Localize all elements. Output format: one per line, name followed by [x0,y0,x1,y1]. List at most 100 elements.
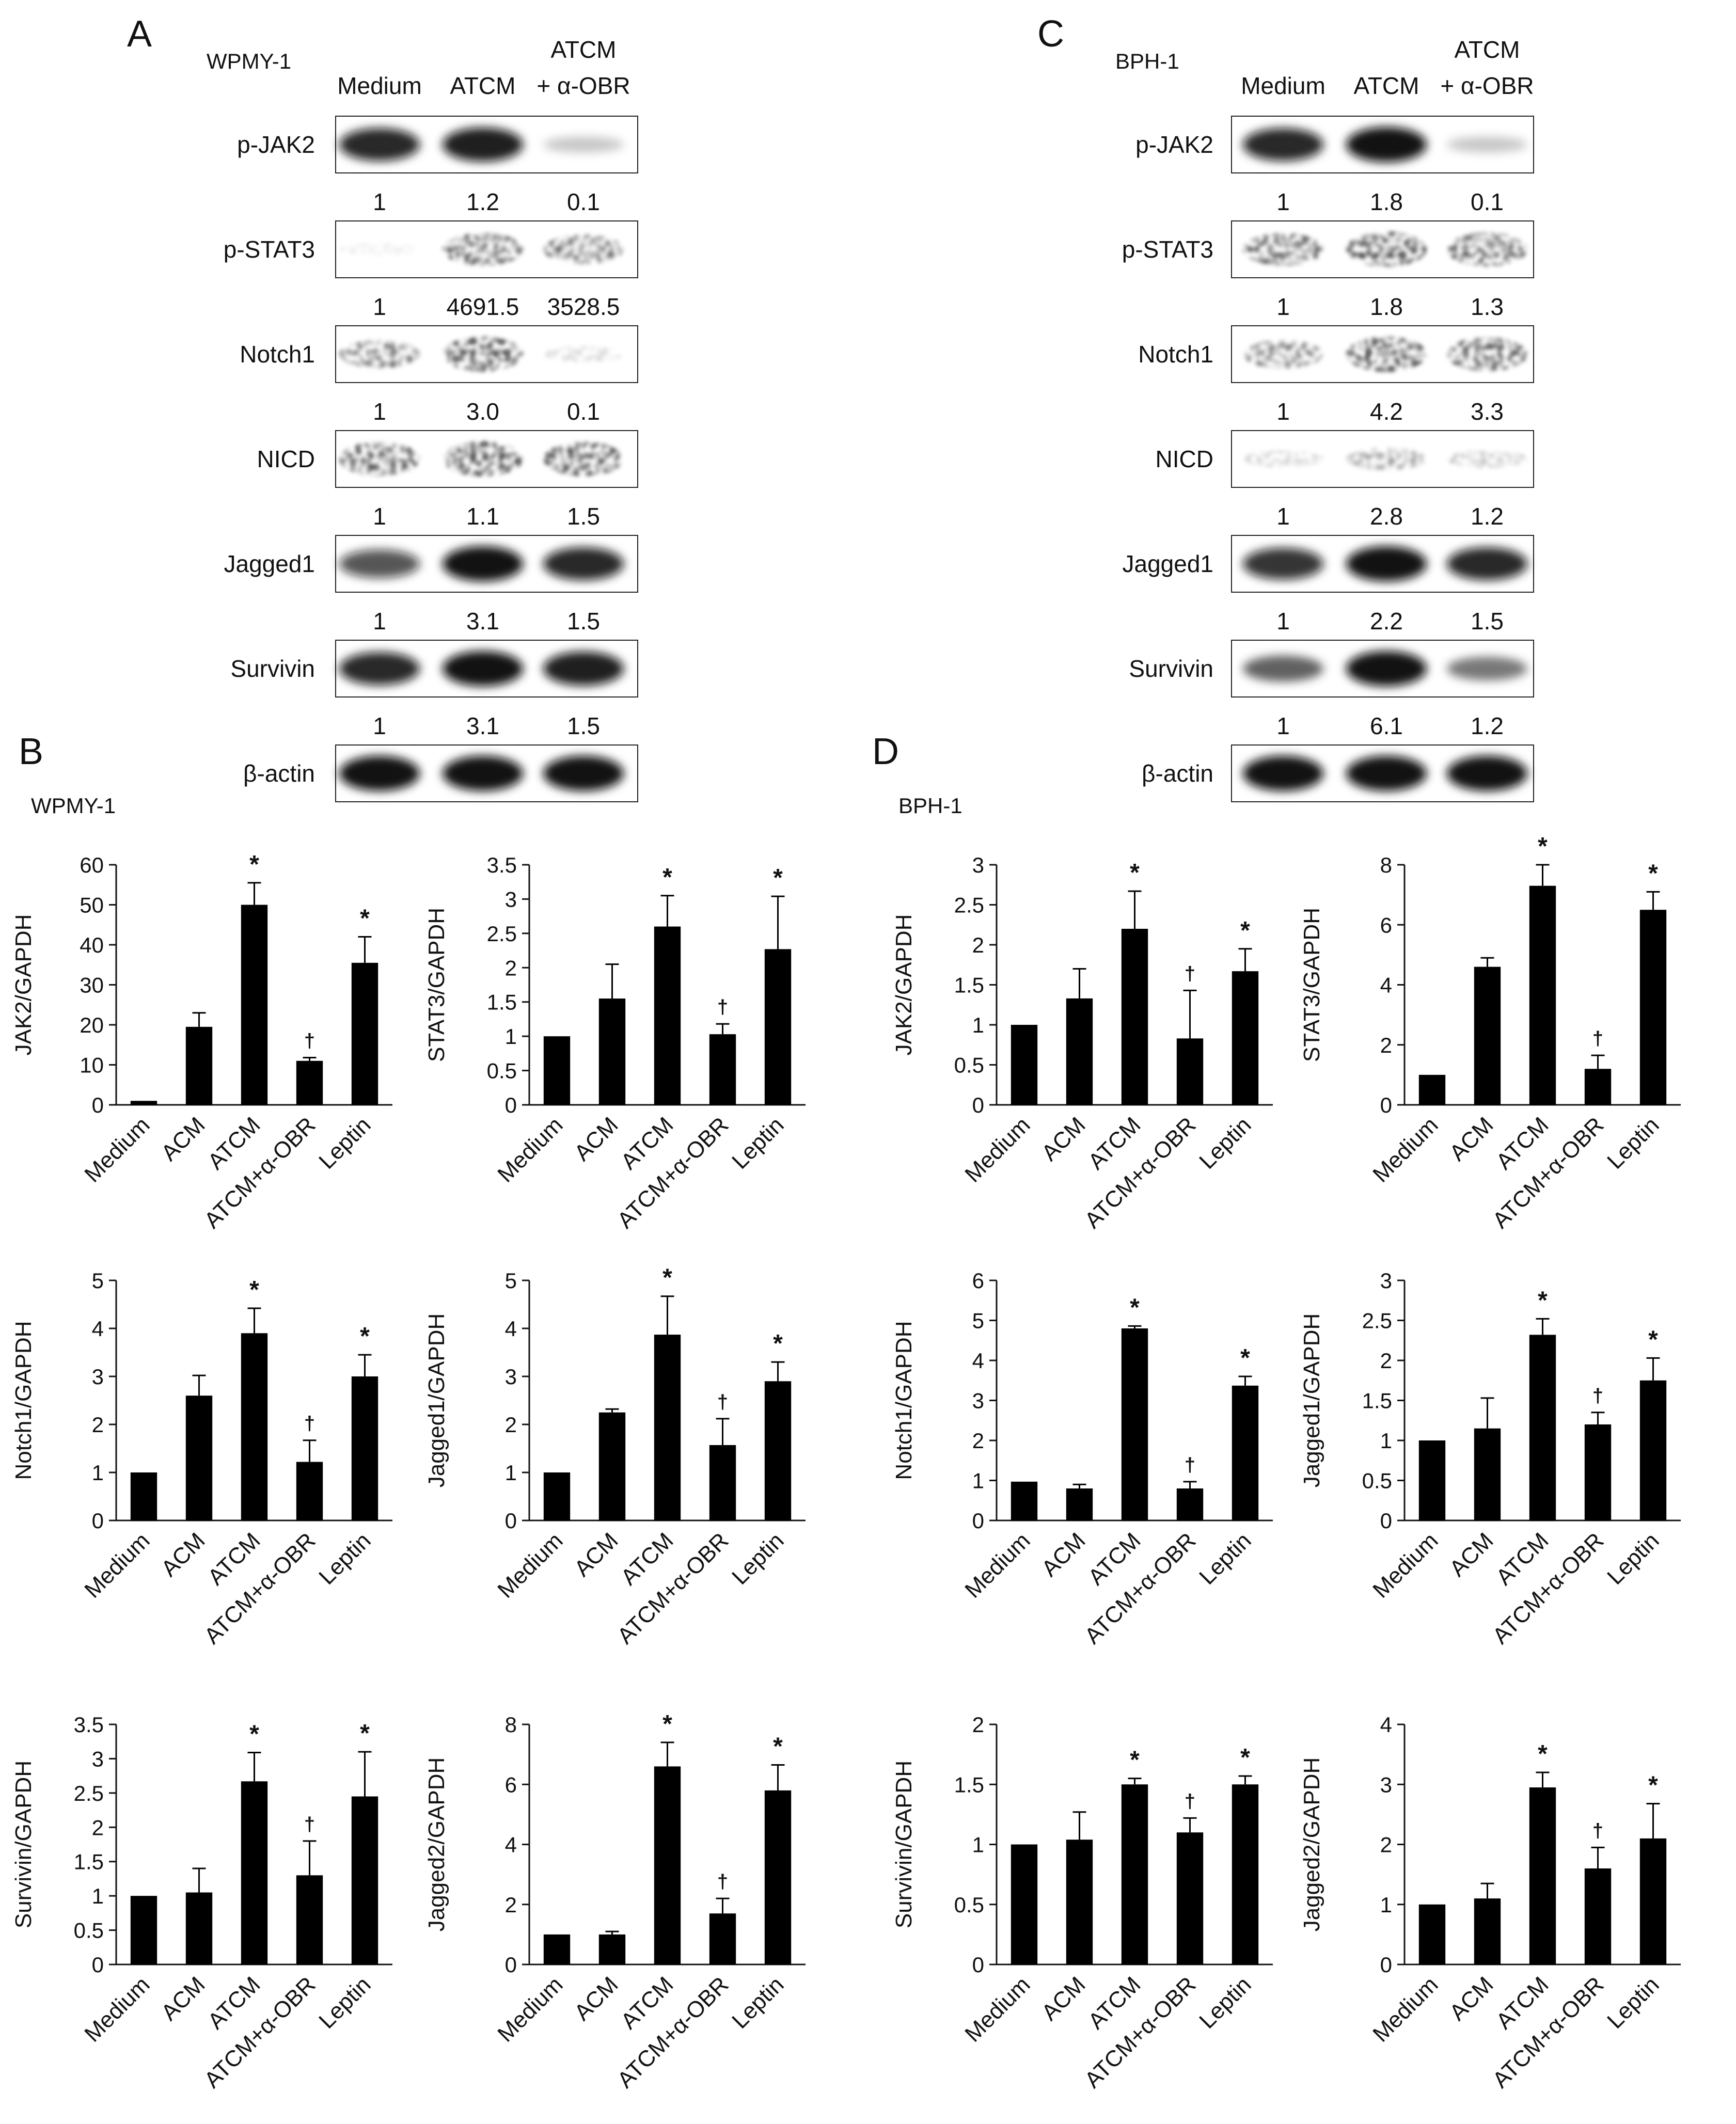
blot-band [1447,337,1527,371]
bar-atcm [1121,929,1148,1105]
bar-leptin [1639,1380,1667,1520]
y-tick-label: 0 [505,1093,517,1117]
significance-asterisk: * [249,1276,259,1304]
y-tick-label: 5 [972,1309,984,1333]
y-tick-label: 2 [92,1413,104,1437]
blot-row-label: p-JAK2 [237,131,315,158]
bar-leptin [764,1381,792,1520]
blot-quant-value: 1 [1276,503,1290,530]
blot-band [443,651,523,686]
significance-asterisk: * [1648,1326,1658,1353]
blot-band [1447,450,1527,468]
bar-atcm [241,1781,268,1964]
y-tick-label: 5 [92,1269,104,1293]
significance-asterisk: * [360,1720,370,1747]
significance-asterisk: * [1538,1287,1548,1314]
y-tick-label: 1.5 [487,990,517,1015]
blot-row-label: β-actin [1142,760,1213,787]
y-tick-label: 50 [80,893,104,917]
y-tick-label: 1.5 [954,973,984,997]
x-tick-label-leptin: Leptin [727,1528,788,1589]
y-tick-label: 1 [1380,1893,1392,1917]
y-tick-label: 2.5 [487,922,517,946]
blot-band [543,547,624,580]
blot-quant-value: 1 [373,293,386,320]
lane-label-atcm-obr-line2-c: + α-OBR [1440,72,1534,99]
y-tick-label: 2 [1380,1033,1392,1057]
bar-acm [1066,1488,1093,1520]
blot-band [1243,548,1323,580]
y-tick-label: 1.5 [954,1772,984,1797]
blot-row-nicd: NICD 1 2.8 1.2 [1156,430,1534,530]
blot-quant-value: 1.5 [567,608,600,635]
bar-atcm-obr [1176,1488,1204,1520]
significance-dagger: † [1592,1820,1603,1842]
blot-quant-value: 1 [373,188,386,215]
blot-band [1346,232,1427,267]
y-tick-label: 0 [505,1953,517,1977]
bar-medium [543,1472,571,1520]
x-tick-label-medium: Medium [1368,1528,1443,1603]
blot-band [443,546,523,581]
x-tick-label-acm: ACM [570,1528,623,1581]
y-tick-label: 3 [92,1365,104,1389]
y-tick-label: 3.5 [74,1713,104,1737]
significance-dagger: † [717,1871,728,1893]
bar-acm [598,998,626,1105]
blot-band [1447,547,1527,580]
blot-row-label: p-JAK2 [1135,131,1213,158]
blot-row-label: Jagged1 [224,550,315,577]
significance-dagger: † [304,1814,315,1835]
blot-quant-value: 6.1 [1370,712,1403,739]
blot-band [1243,340,1323,369]
significance-asterisk: * [773,864,783,892]
y-tick-label: 0 [972,1509,984,1533]
y-tick-label: 60 [80,853,104,877]
bar-medium [1418,1904,1446,1964]
x-tick-label-medium: Medium [1368,1972,1443,2047]
blot-band [1346,756,1427,791]
blot-row-label: NICD [1156,446,1213,472]
y-axis-label: Jagged1/GAPDH [1299,1313,1324,1488]
blot-band [1346,651,1427,686]
y-tick-label: 40 [80,933,104,957]
x-tick-label-leptin: Leptin [1194,1112,1256,1174]
y-tick-label: 0 [1380,1093,1392,1117]
significance-asterisk: * [662,1710,672,1738]
y-axis-label: Survivin/GAPDH [11,1761,36,1928]
y-tick-label: 3 [1380,1772,1392,1797]
y-tick-label: 1.5 [74,1850,104,1874]
blot-quant-value: 1 [1276,712,1290,739]
significance-dagger: † [717,996,728,1018]
bar-medium [543,1934,571,1964]
bar-acm [185,1396,213,1520]
y-tick-label: 2 [505,1413,517,1437]
blot-row-survivin: Survivin 1 6.1 1.2 [1129,640,1534,739]
y-tick-label: 3 [972,853,984,877]
significance-asterisk: * [1538,1740,1548,1768]
bar-medium [130,1472,157,1520]
blot-row-label: p-STAT3 [1122,236,1213,263]
bar-atcm-obr [1584,1069,1612,1105]
blot-band [443,233,523,266]
lane-label-atcm-c: ATCM [1354,72,1419,99]
x-tick-label-leptin: Leptin [1602,1528,1664,1589]
blot-quant-value: 4691.5 [447,293,519,320]
x-tick-label-acm: ACM [1445,1112,1498,1166]
y-tick-label: 0 [92,1953,104,1977]
bar-medium [1011,1844,1038,1964]
y-tick-label: 0.5 [487,1059,517,1083]
bar-atcm-obr [1176,1832,1204,1964]
x-tick-label-acm: ACM [1445,1528,1498,1581]
y-tick-label: 0 [972,1093,984,1117]
y-tick-label: 8 [505,1713,517,1737]
blot-quant-value: 1.2 [466,188,499,215]
blot-band [339,549,420,578]
blot-row-p-stat3: p-STAT3 1 1.8 1.3 [1122,220,1534,320]
blot-row-notch1: Notch1 1 3.0 0.1 [240,325,638,425]
